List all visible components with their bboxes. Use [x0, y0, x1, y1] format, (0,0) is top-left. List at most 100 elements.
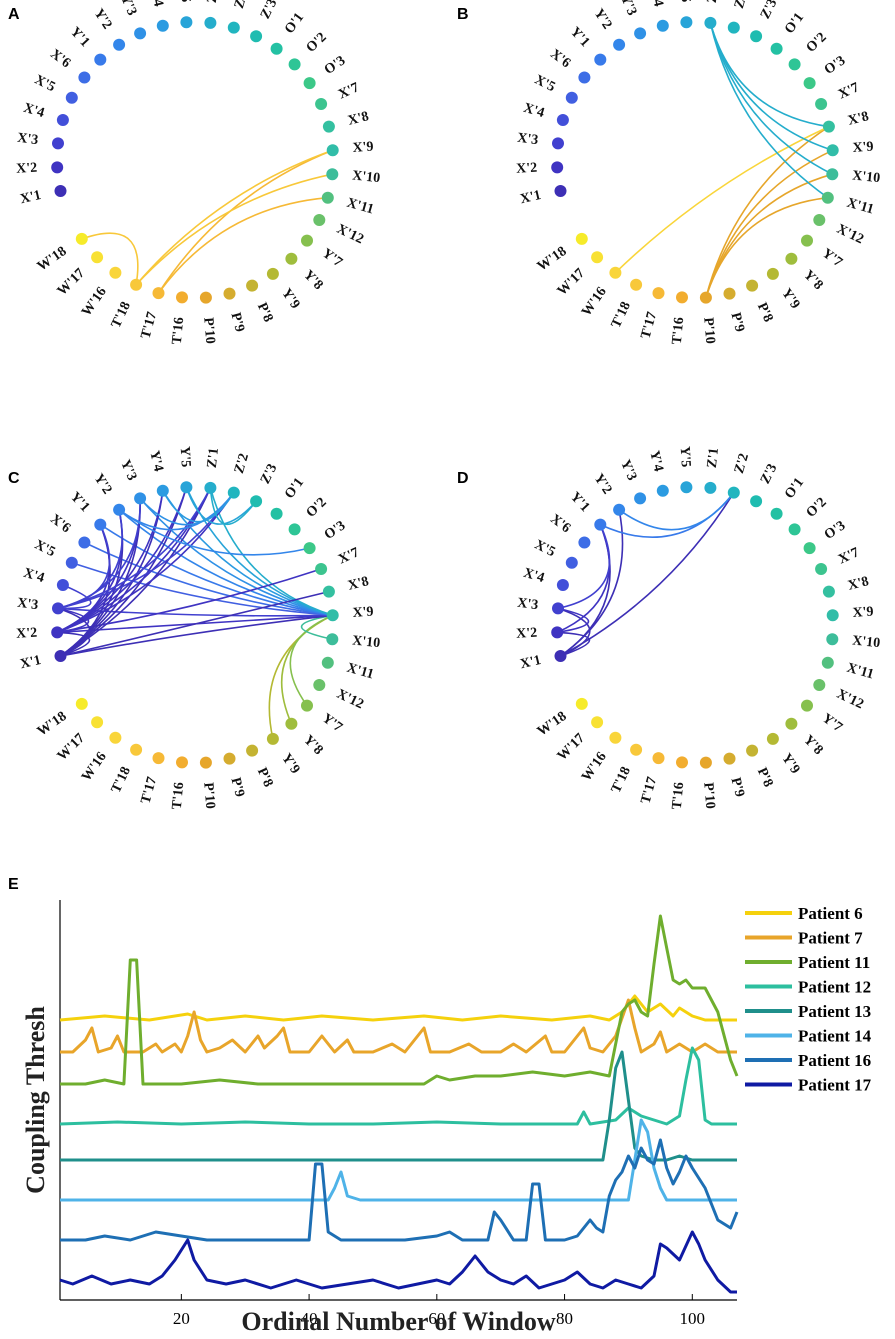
node-label-x3-a: X'3	[16, 131, 39, 148]
node-x2-b	[551, 161, 564, 174]
node-x10-b	[826, 168, 839, 181]
node-label-x10-b: X'10	[851, 168, 880, 186]
node-y5-d	[680, 481, 693, 494]
edge-group-b	[614, 22, 834, 298]
edge-x2-x3	[57, 607, 90, 634]
series-line-patient-13	[60, 1050, 737, 1162]
node-x3-b	[552, 137, 564, 150]
edge-t17-x9	[157, 149, 333, 294]
node-label-p8-a: P'8	[254, 301, 276, 325]
panel-label-b: B	[457, 6, 469, 23]
edge-y7-x9	[289, 614, 334, 707]
edge-group-c	[56, 486, 334, 740]
edge-y5-z3	[185, 487, 257, 525]
node-p9-c	[223, 752, 236, 765]
node-label-x9-a: X'9	[352, 140, 374, 156]
node-label-y4-d: Y'4	[646, 449, 665, 473]
node-x1-c	[54, 650, 67, 662]
node-label-p9-b: P'9	[728, 311, 747, 334]
node-y2-a	[113, 38, 126, 51]
legend-label-patient-16: Patient 16	[798, 1051, 871, 1070]
node-x1-d	[554, 650, 567, 662]
node-x5-b	[565, 91, 578, 104]
edge-x1-y2	[560, 509, 624, 657]
node-y9-c	[266, 732, 279, 745]
node-x6-c	[78, 536, 91, 549]
node-t16-a	[176, 291, 188, 304]
node-t17-a	[152, 287, 165, 300]
node-o3-c	[303, 542, 316, 555]
node-label-x3-b: X'3	[516, 131, 539, 148]
legend-label-patient-6: Patient 6	[798, 904, 863, 923]
node-x12-d	[813, 679, 826, 691]
edge-x1-x9	[60, 614, 333, 657]
node-y5-b	[680, 16, 693, 29]
node-y2-b	[613, 38, 626, 51]
legend-label-patient-7: Patient 7	[798, 929, 863, 948]
node-x9-d	[826, 609, 839, 622]
node-label-z1-d: Z'1	[705, 447, 722, 469]
node-x8-a	[322, 120, 335, 133]
series-line-patient-7	[60, 998, 737, 1054]
node-label-x4-b: X'4	[522, 101, 546, 121]
node-label-p9-c: P'9	[228, 776, 247, 799]
node-x1-b	[554, 185, 567, 197]
edge-y2-x9	[118, 509, 333, 617]
node-y1-b	[594, 53, 607, 66]
x-axis-title: Ordinal Number of Window	[241, 1307, 555, 1336]
node-x4-a	[56, 114, 69, 126]
node-y4-a	[156, 19, 169, 32]
series-line-patient-16	[60, 1138, 739, 1242]
node-o1-c	[270, 507, 283, 520]
node-y7-b	[801, 234, 813, 247]
node-x9-a	[326, 144, 339, 157]
node-x8-c	[322, 585, 335, 598]
node-label-t17-b: T'17	[639, 310, 661, 340]
node-label-x8-c: X'8	[346, 574, 370, 594]
node-p8-d	[746, 744, 759, 757]
node-label-p10-d: P'10	[700, 782, 717, 810]
node-label-z1-b: Z'1	[705, 0, 722, 4]
node-z3-b	[750, 30, 763, 43]
edge-z1-z3	[209, 487, 257, 526]
node-x11-d	[821, 656, 834, 669]
edge-x1-x3	[57, 607, 91, 657]
node-o3-d	[803, 542, 816, 555]
node-o3-b	[803, 77, 816, 90]
node-y8-c	[285, 717, 298, 730]
node-y8-b	[785, 252, 798, 265]
edge-z1-x11	[709, 22, 829, 199]
node-p9-a	[223, 287, 236, 300]
node-label-x4-d: X'4	[522, 566, 546, 586]
node-x7-a	[315, 98, 328, 110]
node-x10-a	[326, 168, 339, 181]
node-w18-a	[75, 232, 88, 245]
node-y7-a	[301, 234, 313, 247]
node-label-z2-c: Z'2	[232, 452, 252, 476]
node-t16-b	[676, 291, 688, 304]
edge-x3-y3	[57, 498, 141, 610]
node-y4-d	[656, 484, 669, 497]
node-label-x2-b: X'2	[516, 161, 538, 177]
node-y7-c	[301, 699, 313, 712]
node-label-t16-d: T'16	[670, 782, 687, 811]
node-label-x8-d: X'8	[846, 574, 870, 594]
node-label-p8-c: P'8	[254, 766, 276, 790]
node-label-x2-d: X'2	[516, 626, 538, 642]
node-label-p9-d: P'9	[728, 776, 747, 799]
node-x2-a	[51, 161, 64, 174]
node-label-x9-b: X'9	[852, 140, 874, 156]
series-line-patient-6	[59, 994, 737, 1022]
node-x12-c	[313, 679, 326, 691]
edge-x2-z1	[56, 487, 212, 634]
node-label-z2-d: Z'2	[732, 452, 752, 476]
node-p10-c	[199, 756, 212, 769]
node-x9-c	[326, 609, 339, 622]
node-x4-d	[556, 579, 569, 591]
x-tick-label-20: 20	[173, 1309, 190, 1328]
edge-x3-x4	[57, 584, 92, 610]
edge-x2-x3	[557, 607, 590, 634]
node-x5-a	[65, 91, 78, 104]
